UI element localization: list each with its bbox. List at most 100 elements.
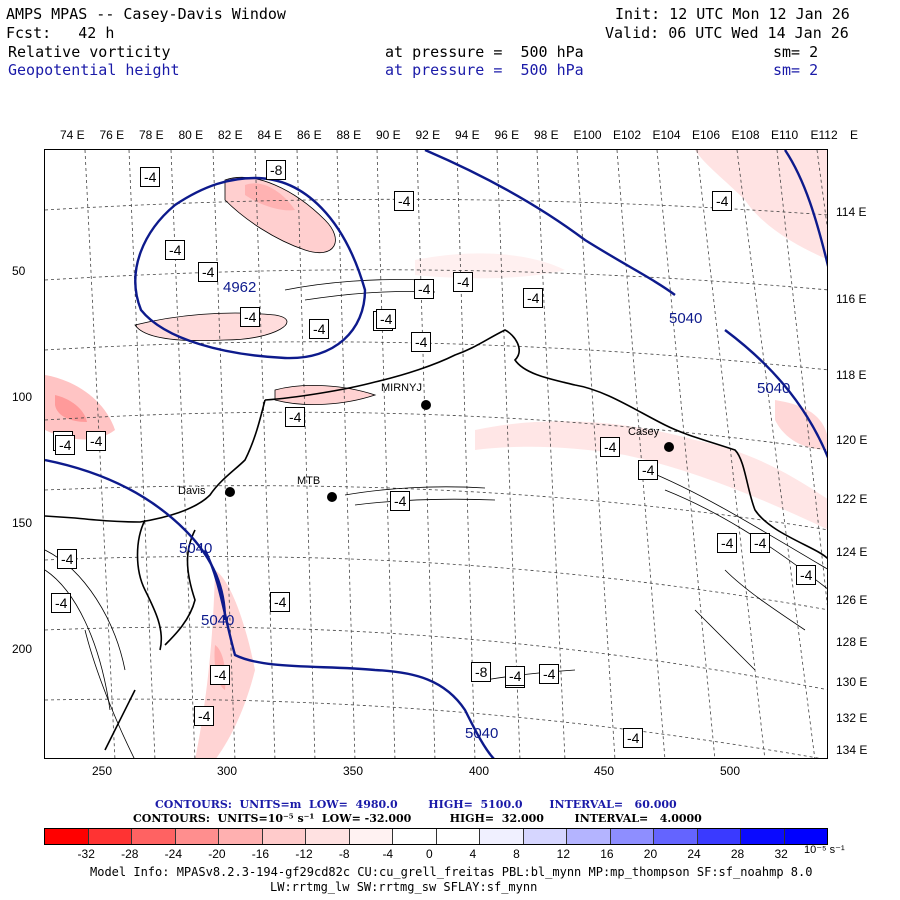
colorbar-swatch — [88, 829, 132, 844]
top-lon-label: 96 E — [494, 128, 520, 142]
height-contour-label: 5040 — [465, 725, 499, 742]
top-lon-label: 76 E — [99, 128, 125, 142]
height-contour-label: 5040 — [201, 612, 235, 629]
vorticity-contour-label: -4 — [523, 288, 544, 308]
station-casey-label: Casey — [628, 426, 660, 438]
colorbar-tick-label: -4 — [382, 847, 394, 861]
field2-pressure: at pressure = 500 hPa — [385, 61, 584, 79]
colorbar-swatch — [349, 829, 393, 844]
vorticity-contour-label: -4 — [140, 167, 161, 187]
colorbar-tick-label: -16 — [251, 847, 270, 861]
top-lon-label: 78 E — [139, 128, 164, 142]
right-lon-label: 114 E — [836, 205, 867, 219]
vorticity-contour-label: -4 — [505, 666, 526, 686]
vorticity-contour-label: -8 — [471, 662, 492, 682]
colorbar-swatch — [436, 829, 480, 844]
bottom-tick-label: 300 — [217, 764, 238, 778]
colorbar-swatch — [610, 829, 654, 844]
colorbar-swatch — [784, 829, 827, 844]
map-panel[interactable]: MIRNYJ MTB Davis Casey 4962 5040 5040 5040 5… — [44, 149, 828, 759]
right-lon-label: 120 E — [836, 433, 868, 447]
plot-title: AMPS MPAS -- Casey-Davis Window — [6, 5, 286, 23]
colorbar-swatch — [45, 829, 89, 844]
colorbar-tick-label: 4 — [469, 847, 477, 861]
vorticity-contour-label: -4 — [623, 728, 644, 748]
colorbar-swatch — [480, 829, 524, 844]
top-lon-label: E100 — [573, 128, 602, 142]
colorbar-tick-label: 0 — [426, 847, 433, 861]
colorbar-tick-label: -24 — [164, 847, 182, 861]
vorticity-contour-label: -4 — [376, 309, 397, 329]
vorticity-contour-label: -4 — [55, 435, 76, 455]
colorbar-swatch — [523, 829, 567, 844]
colorbar-swatch — [132, 829, 176, 844]
top-lon-label: E102 — [613, 128, 642, 142]
vorticity-contour-label: -8 — [266, 160, 287, 180]
colorbar-swatch — [654, 829, 698, 844]
model-info-line1: Model Info: MPASv8.2.3-194-gf29cd82c CU:… — [90, 865, 813, 879]
right-lon-label: 128 E — [836, 635, 868, 649]
right-lon-label: 126 E — [836, 593, 868, 607]
top-lon-label: 84 E — [257, 128, 283, 142]
vorticity-contour-label: -4 — [86, 431, 107, 451]
station-mirny-label: MIRNYJ — [381, 382, 422, 394]
vorticity-contour-label: -4 — [198, 262, 219, 282]
right-lon-label: 130 E — [836, 675, 868, 689]
field1-name: Relative vorticity — [8, 43, 171, 61]
bottom-tick-label: 450 — [594, 764, 615, 778]
vorticity-contour-label: -4 — [394, 191, 415, 211]
colorbar-tick-label: -32 — [77, 847, 95, 861]
station-davis-label: Davis — [178, 485, 206, 497]
height-contour-label: 5040 — [179, 540, 213, 557]
vorticity-contour-label: -4 — [270, 592, 291, 612]
colorbar — [44, 828, 828, 845]
colorbar-tick-label: 8 — [513, 847, 520, 861]
vorticity-contour-label: -4 — [600, 437, 621, 457]
vorticity-contour-label: -4 — [210, 665, 231, 685]
top-lon-label: 92 E — [415, 128, 441, 142]
model-info-line2: LW:rrtmg_lw SW:rrtmg_sw SFLAY:sf_mynn — [270, 880, 538, 894]
top-lon-label: E110 — [771, 128, 799, 142]
forecast-hour: Fcst: 42 h — [6, 24, 115, 42]
field2-name: Geopotential height — [8, 61, 180, 79]
vorticity-contour-label: -4 — [796, 565, 817, 585]
colorbar-swatch — [697, 829, 741, 844]
vorticity-contour-label: -4 — [51, 593, 72, 613]
top-lon-label: E — [850, 128, 859, 142]
vorticity-contour-label: -4 — [638, 460, 659, 480]
vorticity-contour-label: -4 — [411, 332, 432, 352]
bottom-tick-label: 250 — [92, 764, 113, 778]
height-contour-label: 5040 — [669, 310, 703, 327]
field1-pressure: at pressure = 500 hPa — [385, 43, 584, 61]
vorticity-shading — [45, 150, 827, 758]
vorticity-contour-label: -4 — [539, 664, 560, 684]
vorticity-contour-label: -4 — [285, 407, 306, 427]
vorticity-contour-label: -4 — [165, 240, 186, 260]
right-lon-label: 134 E — [836, 743, 868, 757]
colorbar-tick-label: 16 — [600, 847, 614, 861]
bottom-tick-label: 350 — [343, 764, 364, 778]
vorticity-contour-label: -4 — [717, 533, 738, 553]
colorbar-swatch — [306, 829, 350, 844]
vorticity-contour-label: -4 — [712, 191, 733, 211]
colorbar-swatch — [741, 829, 785, 844]
station-dots — [225, 400, 674, 502]
bottom-tick-label: 500 — [720, 764, 741, 778]
right-lon-label: 132 E — [836, 711, 868, 725]
right-lon-label: 122 E — [836, 492, 868, 506]
vorticity-contour-label: -4 — [240, 307, 261, 327]
top-lon-label: E108 — [731, 128, 760, 142]
right-lon-label: 116 E — [836, 292, 867, 306]
right-lon-label: 118 E — [836, 368, 867, 382]
top-lon-label: 98 E — [534, 128, 559, 142]
valid-time: Valid: 06 UTC Wed 14 Jan 26 — [605, 24, 849, 42]
height-contours — [45, 150, 827, 758]
top-lon-label: 86 E — [297, 128, 322, 142]
vorticity-contour-label: -4 — [57, 549, 78, 569]
top-lon-label: 90 E — [376, 128, 401, 142]
colorbar-swatch — [393, 829, 437, 844]
map-svg — [45, 150, 827, 758]
vorticity-contour-info: CONTOURS: UNITS=10⁻⁵ s⁻¹ LOW= -32.000 HI… — [133, 812, 702, 825]
top-lon-label: 88 E — [336, 128, 362, 142]
field2-smoothing: sm= 2 — [773, 61, 819, 79]
